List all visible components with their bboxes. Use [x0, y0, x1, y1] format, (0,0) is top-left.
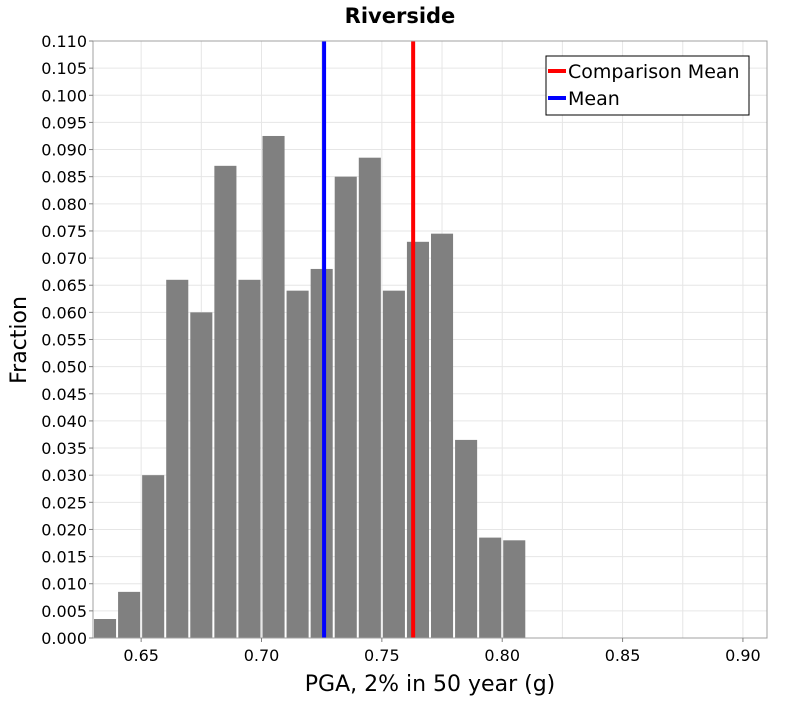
histogram-bar — [238, 279, 261, 638]
y-tick-label: 0.090 — [41, 141, 87, 160]
y-tick-label: 0.070 — [41, 249, 87, 268]
histogram-bar — [262, 135, 285, 638]
y-tick-label: 0.005 — [41, 602, 87, 621]
x-axis-ticks: 0.65 0.70 0.75 0.80 0.85 0.90 — [123, 638, 761, 665]
histogram-bar — [214, 165, 237, 638]
y-tick-label: 0.055 — [41, 331, 87, 350]
histogram-bar — [94, 619, 117, 638]
y-tick-label: 0.030 — [41, 466, 87, 485]
histogram-bar — [382, 290, 405, 638]
y-axis-ticks: 0.000 0.005 0.010 0.015 0.020 0.025 0.030 0.035… — [41, 32, 93, 648]
y-tick-label: 0.080 — [41, 195, 87, 214]
y-tick-label: 0.040 — [41, 412, 87, 431]
legend-label-comparison-mean: Comparison Mean — [568, 61, 740, 83]
y-tick-label: 0.045 — [41, 385, 87, 404]
legend-box — [545, 55, 750, 116]
y-tick-label: 0.095 — [41, 113, 87, 132]
histogram-bar — [118, 591, 141, 638]
legend: Comparison Mean Mean — [545, 55, 750, 116]
chart-title: Riverside — [345, 4, 456, 28]
y-tick-label: 0.020 — [41, 520, 87, 539]
histogram-bar — [358, 157, 381, 638]
y-tick-label: 0.085 — [41, 168, 87, 187]
y-tick-label: 0.025 — [41, 493, 87, 512]
x-axis-label: PGA, 2% in 50 year (g) — [305, 672, 556, 697]
y-tick-label: 0.010 — [41, 575, 87, 594]
histogram-bar — [479, 537, 502, 638]
x-tick-label: 0.70 — [244, 646, 280, 665]
y-tick-label: 0.060 — [41, 303, 87, 322]
y-tick-label: 0.000 — [41, 629, 87, 648]
histogram-bar — [455, 439, 478, 638]
legend-label-mean: Mean — [568, 88, 620, 110]
histogram-bar — [310, 268, 333, 638]
histogram-bar — [286, 290, 309, 638]
y-tick-label: 0.075 — [41, 222, 87, 241]
histogram-bar — [503, 540, 526, 638]
x-tick-label: 0.90 — [725, 646, 761, 665]
y-axis-label: Fraction — [7, 296, 32, 384]
mean-lines-layer — [322, 41, 416, 638]
y-tick-label: 0.110 — [41, 32, 87, 51]
y-tick-label: 0.035 — [41, 439, 87, 458]
histogram-bar — [431, 233, 454, 638]
x-tick-label: 0.80 — [484, 646, 520, 665]
x-tick-label: 0.65 — [123, 646, 159, 665]
x-tick-label: 0.85 — [605, 646, 641, 665]
histogram-bar — [166, 279, 189, 638]
bars-layer — [94, 135, 526, 639]
y-tick-label: 0.100 — [41, 86, 87, 105]
histogram-bar — [142, 475, 165, 638]
histogram-bar — [190, 312, 213, 638]
x-tick-label: 0.75 — [364, 646, 400, 665]
y-tick-label: 0.015 — [41, 548, 87, 567]
histogram-bar — [406, 241, 429, 639]
histogram-bar — [334, 176, 357, 638]
y-tick-label: 0.065 — [41, 276, 87, 295]
y-tick-label: 0.105 — [41, 59, 87, 78]
y-tick-label: 0.050 — [41, 358, 87, 377]
